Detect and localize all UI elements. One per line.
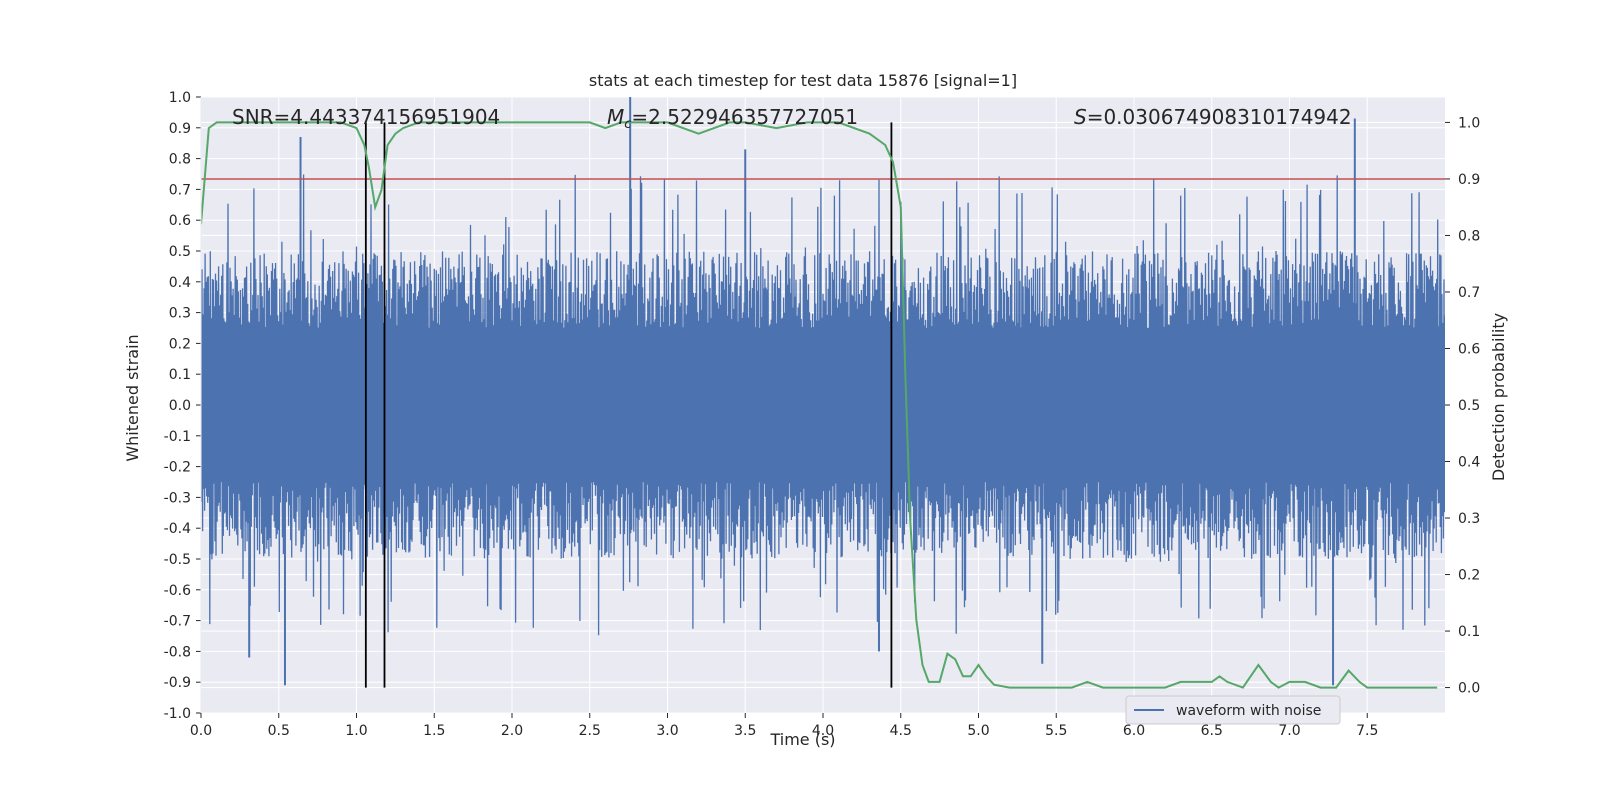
left-tick-label: -0.9 [164,675,191,691]
overlay-lines [201,121,1445,689]
left-tick-label: -0.7 [164,614,191,630]
right-tick-label: 0.4 [1458,455,1480,471]
x-tick-label: 3.0 [656,723,678,739]
waveform-series [201,97,1445,686]
right-tick-label: 0.0 [1458,681,1480,697]
left-tick-label: 0.1 [169,367,191,383]
right-tick-label: 0.7 [1458,285,1480,301]
x-tick-label: 6.0 [1123,723,1145,739]
x-tick-label: 6.5 [1201,723,1223,739]
waveform-trace [201,174,1445,636]
chirp-mass-value: =2.522946357727051 [631,105,858,129]
x-tick-label: 7.5 [1356,723,1378,739]
left-tick-label: 1.0 [169,90,191,106]
x-tick-label: 4.5 [890,723,912,739]
x-axis-ticks: 0.0 0.5 1.0 1.5 2.0 2.5 3.0 3.5 4.0 4.5 5.0 5.5 6.0 6… [190,713,1378,739]
right-tick-label: 0.6 [1458,341,1480,357]
left-tick-label: -0.4 [164,521,191,537]
x-tick-label: 2.0 [501,723,523,739]
x-tick-label: 4.0 [812,723,834,739]
left-tick-label: 0.4 [169,275,191,291]
right-tick-label: 1.0 [1458,115,1480,131]
s-value: =0.030674908310174942 [1087,105,1352,129]
chart-title: stats at each timestep for test data 158… [589,71,1017,90]
right-tick-label: 0.2 [1458,568,1480,584]
s-symbol: S [1074,105,1087,129]
x-tick-label: 5.5 [1045,723,1067,739]
left-tick-label: 0.8 [169,152,191,168]
chirp-mass-annotation: Mc=2.522946357727051 [607,105,858,132]
left-tick-label: 0.2 [169,336,191,352]
s-annotation: S=0.030674908310174942 [1074,105,1352,129]
left-tick-label: 0.0 [169,398,191,414]
x-tick-label: 7.0 [1278,723,1300,739]
right-tick-label: 0.3 [1458,511,1480,527]
detection-probability-line [201,121,1438,689]
right-y-axis-label: Detection probability [1489,313,1508,481]
right-tick-label: 0.5 [1458,398,1480,414]
right-tick-label: 0.1 [1458,624,1480,640]
left-tick-label: -1.0 [164,706,191,722]
chirp-mass-subscript: c [624,117,631,132]
left-tick-label: -0.6 [164,583,191,599]
chirp-mass-symbol: M [607,105,624,129]
x-tick-label: 0.0 [190,723,212,739]
legend: waveform with noise [1125,695,1341,725]
x-tick-label: 1.5 [423,723,445,739]
snr-annotation: SNR=4.443374156951904 [232,105,500,129]
left-tick-label: -0.2 [164,460,191,476]
left-tick-label: 0.9 [169,121,191,137]
right-tick-label: 0.9 [1458,172,1480,188]
x-tick-label: 5.0 [967,723,989,739]
right-tick-label: 0.8 [1458,228,1480,244]
right-axis-ticks: 1.0 0.9 0.8 0.7 0.6 0.5 0.4 0.3 0.2 0.1 0.0 [1445,115,1480,697]
left-tick-label: 0.6 [169,213,191,229]
left-tick-label: -0.1 [164,429,191,445]
legend-entry-waveform: waveform with noise [1176,703,1321,719]
x-tick-label: 0.5 [268,723,290,739]
left-tick-label: 0.5 [169,244,191,260]
left-tick-label: -0.5 [164,552,191,568]
left-tick-label: -0.8 [164,644,191,660]
x-tick-label: 2.5 [579,723,601,739]
y-axis-label: Whitened strain [123,334,142,461]
x-axis-label: Time (s) [769,730,835,749]
x-tick-label: 1.0 [345,723,367,739]
x-tick-label: 3.5 [734,723,756,739]
waveform-dense-band [201,337,1445,473]
left-axis-ticks: 1.0 0.9 0.8 0.7 0.6 0.5 0.4 0.3 0.2 0.1 0.0 -0.1 -0.… [164,90,201,722]
left-tick-label: 0.3 [169,306,191,322]
left-tick-label: 0.7 [169,182,191,198]
legend-frame [1125,695,1341,725]
left-tick-label: -0.3 [164,490,191,506]
